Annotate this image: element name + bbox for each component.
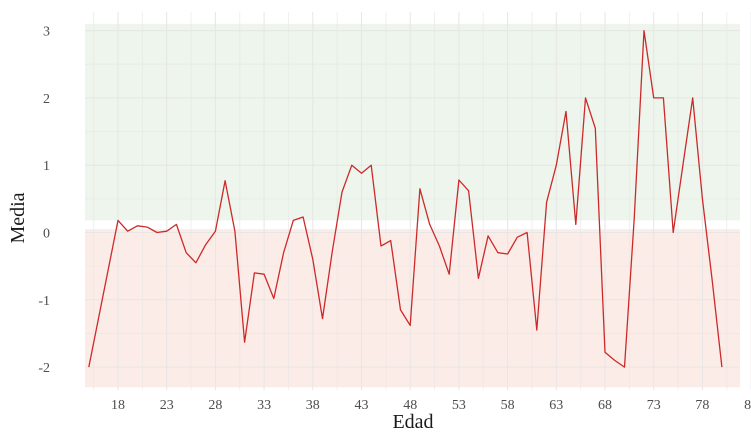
data-point <box>604 351 606 353</box>
data-point <box>526 231 528 233</box>
data-point <box>467 190 469 192</box>
y-axis-title: Media <box>7 192 29 243</box>
data-point <box>312 258 314 260</box>
data-point <box>487 235 489 237</box>
data-point <box>584 97 586 99</box>
data-point <box>360 172 362 174</box>
data-point <box>321 317 323 319</box>
y-tick-label: -1 <box>38 294 50 309</box>
x-tick-label: 83 <box>744 398 751 413</box>
data-point <box>351 164 353 166</box>
data-point <box>711 278 713 280</box>
x-tick-label: 33 <box>257 398 271 413</box>
band-negative <box>85 229 740 388</box>
data-point <box>662 97 664 99</box>
data-point <box>536 329 538 331</box>
x-axis-ticks: 18 23 28 33 38 43 48 53 58 63 68 73 78 83 <box>111 398 751 413</box>
y-tick-label: -2 <box>38 361 50 376</box>
x-tick-label: 58 <box>501 398 515 413</box>
data-point <box>136 225 138 227</box>
data-point <box>117 219 119 221</box>
data-point <box>156 231 158 233</box>
x-tick-label: 48 <box>403 398 417 413</box>
data-point <box>565 110 567 112</box>
y-axis-ticks: -2 -1 0 1 2 3 <box>38 25 50 377</box>
x-tick-label: 38 <box>306 398 320 413</box>
data-point <box>273 297 275 299</box>
data-point <box>594 127 596 129</box>
x-tick-label: 23 <box>160 398 174 413</box>
data-point <box>428 223 430 225</box>
y-tick-label: 1 <box>43 159 50 174</box>
grid-lines <box>85 12 751 390</box>
x-tick-label: 18 <box>111 398 125 413</box>
data-point <box>175 223 177 225</box>
data-point <box>516 236 518 238</box>
data-point <box>214 230 216 232</box>
data-point <box>682 164 684 166</box>
background-bands <box>85 23 740 388</box>
data-point <box>88 366 90 368</box>
data-point <box>282 251 284 253</box>
data-point <box>399 309 401 311</box>
data-point <box>292 219 294 221</box>
y-tick-label: 0 <box>43 227 50 242</box>
x-tick-label: 28 <box>208 398 222 413</box>
x-tick-label: 73 <box>647 398 661 413</box>
data-point <box>146 226 148 228</box>
data-point <box>419 188 421 190</box>
x-tick-label: 53 <box>452 398 466 413</box>
data-point <box>653 97 655 99</box>
data-point <box>195 262 197 264</box>
data-point <box>672 231 674 233</box>
x-axis-title: Edad <box>392 411 433 433</box>
data-point <box>633 218 635 220</box>
x-tick-label: 78 <box>695 398 709 413</box>
data-point <box>127 230 129 232</box>
data-point <box>390 239 392 241</box>
x-tick-label: 43 <box>355 398 369 413</box>
data-point <box>263 273 265 275</box>
data-point <box>506 253 508 255</box>
data-point <box>370 164 372 166</box>
data-point <box>545 201 547 203</box>
y-tick-label: 3 <box>43 25 50 40</box>
data-point <box>438 245 440 247</box>
x-tick-label: 63 <box>549 398 563 413</box>
data-point <box>497 251 499 253</box>
data-point <box>721 366 723 368</box>
data-point <box>575 223 577 225</box>
data-point <box>701 198 703 200</box>
data-point <box>253 272 255 274</box>
data-point <box>380 245 382 247</box>
data-point <box>234 230 236 232</box>
series-layer <box>88 29 723 368</box>
data-point <box>243 341 245 343</box>
data-point <box>204 243 206 245</box>
data-point <box>458 179 460 181</box>
data-point <box>341 191 343 193</box>
data-point <box>331 250 333 252</box>
data-point <box>555 164 557 166</box>
y-tick-label: 2 <box>43 92 50 107</box>
data-point <box>166 230 168 232</box>
x-tick-label: 68 <box>598 398 612 413</box>
data-point <box>623 366 625 368</box>
band-positive <box>85 23 740 221</box>
series-line-0 <box>88 29 723 368</box>
data-point <box>643 29 645 31</box>
data-point <box>448 273 450 275</box>
data-point <box>691 97 693 99</box>
data-point <box>185 251 187 253</box>
data-point <box>224 179 226 181</box>
data-point <box>477 277 479 279</box>
data-point <box>302 216 304 218</box>
data-point <box>409 324 411 326</box>
data-point <box>614 359 616 361</box>
